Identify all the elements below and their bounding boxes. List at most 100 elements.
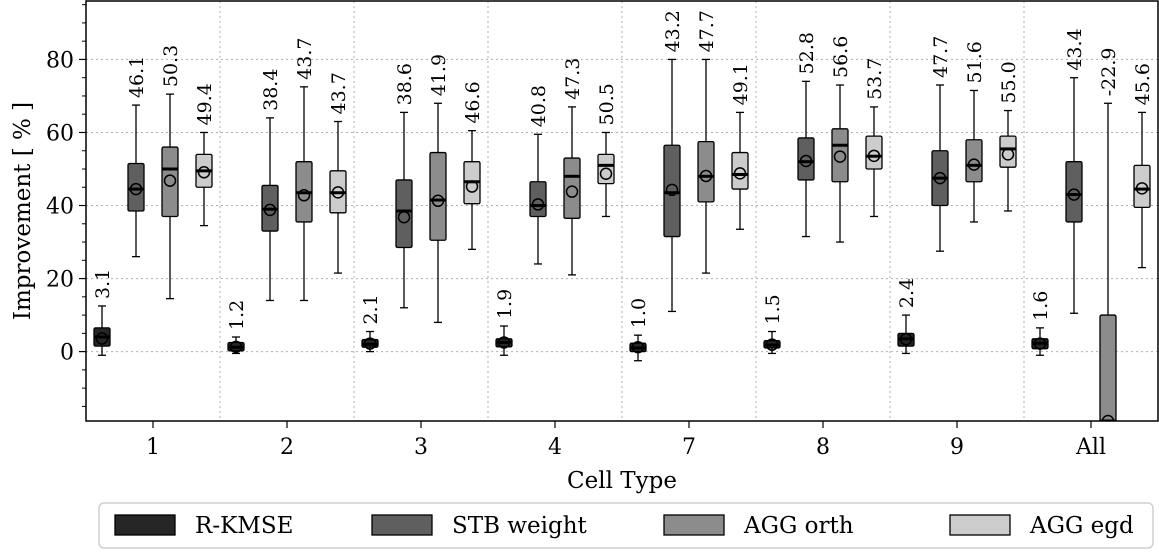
mean-marker xyxy=(163,174,177,187)
box-agg-orth xyxy=(429,102,447,324)
data-label: 43.7 xyxy=(328,72,350,114)
box-body xyxy=(731,151,749,190)
y-tick-label: 80 xyxy=(46,48,74,73)
box-stb-weight xyxy=(663,58,681,313)
box-r-kmse xyxy=(629,334,647,362)
axis-ticks: 0 20 40 60 80 1 2 3 4 7 8 9 All xyxy=(46,4,1106,460)
y-tick-label: 60 xyxy=(46,121,74,146)
box-body xyxy=(865,135,883,170)
data-label: -22.9 xyxy=(1098,48,1120,97)
data-label: 46.6 xyxy=(462,81,484,123)
box-agg-orth xyxy=(295,86,313,302)
data-label: 56.6 xyxy=(830,36,852,78)
box-body xyxy=(965,139,983,183)
mean-marker xyxy=(833,150,847,163)
data-labels: 3.1 1.2 2.1 1.9 1.0 1.5 2.4 1.6 46.1 38.4 38.6 40.8… xyxy=(92,10,1154,330)
x-tick-label: 2 xyxy=(280,435,294,460)
box-body xyxy=(597,153,615,185)
y-tick-label: 0 xyxy=(60,341,74,366)
mean-marker xyxy=(531,198,545,211)
y-tick-label: 40 xyxy=(46,195,74,220)
mean-marker xyxy=(263,203,277,217)
mean-marker xyxy=(497,336,511,349)
box-body xyxy=(831,128,849,183)
box-stb-weight xyxy=(1065,77,1083,314)
box-stb-weight xyxy=(797,80,815,238)
legend-swatch xyxy=(949,514,1011,536)
box-agg-egd xyxy=(865,106,883,218)
box-agg-egd xyxy=(195,131,213,227)
box-r-kmse xyxy=(495,325,513,356)
legend-swatch xyxy=(114,514,176,536)
mean-marker xyxy=(363,337,377,350)
mean-marker xyxy=(229,340,243,354)
legend: R-KMSE STB weight AGG orth AGG egd xyxy=(98,502,1154,549)
mean-marker xyxy=(1001,148,1015,161)
mean-marker xyxy=(565,185,579,198)
mean-marker xyxy=(933,171,947,185)
box-body xyxy=(663,144,681,238)
box-r-kmse xyxy=(93,305,111,356)
data-label: 47.3 xyxy=(562,58,584,100)
data-label: 2.4 xyxy=(896,278,918,308)
data-label: 52.8 xyxy=(796,32,818,74)
box-stb-weight xyxy=(127,104,145,258)
plot-area-frame xyxy=(85,0,1159,422)
box-stb-weight xyxy=(261,117,279,302)
legend-label: STB weight xyxy=(452,513,588,539)
box-r-kmse xyxy=(763,330,781,355)
box-agg-egd xyxy=(463,130,481,250)
box-agg-orth xyxy=(965,89,983,223)
data-label: 43.2 xyxy=(662,10,684,52)
box-body xyxy=(127,162,145,212)
box-agg-egd xyxy=(597,131,615,218)
data-label: 1.6 xyxy=(1030,291,1052,321)
box-stb-weight xyxy=(931,84,949,252)
box-series xyxy=(93,58,1151,421)
data-label: 1.2 xyxy=(226,300,248,330)
x-tick-label: 9 xyxy=(950,435,964,460)
mean-marker xyxy=(1033,337,1047,350)
data-label: 2.1 xyxy=(360,294,382,324)
x-tick-label: All xyxy=(1075,435,1106,460)
x-tick-label: 4 xyxy=(548,435,562,460)
data-label: 1.9 xyxy=(494,289,516,319)
box-agg-orth xyxy=(161,93,179,300)
data-label: 38.4 xyxy=(260,69,282,111)
data-label: 47.7 xyxy=(696,10,718,52)
box-r-kmse xyxy=(1031,327,1049,356)
y-axis-label: Improvement [ % ] xyxy=(10,102,36,320)
mean-marker xyxy=(1135,182,1149,195)
data-label: 41.9 xyxy=(428,54,450,96)
box-r-kmse xyxy=(227,336,245,355)
box-r-kmse xyxy=(897,314,915,355)
mean-marker xyxy=(899,332,913,346)
legend-frame xyxy=(98,502,1154,549)
box-agg-orth xyxy=(1099,102,1117,421)
mean-marker xyxy=(397,210,411,224)
mean-marker xyxy=(1067,188,1081,201)
box-body xyxy=(999,135,1017,168)
mean-marker xyxy=(331,186,345,199)
mean-marker xyxy=(765,338,779,351)
legend-swatch xyxy=(663,514,725,536)
box-body xyxy=(429,151,447,241)
data-label: 40.8 xyxy=(528,85,550,127)
x-tick-label: 3 xyxy=(414,435,428,460)
data-label: 3.1 xyxy=(92,269,114,299)
box-body xyxy=(1133,164,1151,208)
x-tick-label: 7 xyxy=(682,435,696,460)
box-stb-weight xyxy=(529,133,547,265)
mean-marker xyxy=(129,182,143,196)
mean-marker xyxy=(867,149,881,163)
mean-marker xyxy=(699,169,713,183)
data-label: 45.6 xyxy=(1132,63,1154,105)
mean-marker xyxy=(599,167,613,180)
box-body xyxy=(797,137,815,181)
box-agg-orth xyxy=(563,106,581,276)
data-label: 53.7 xyxy=(864,58,886,100)
data-label: 49.1 xyxy=(730,63,752,105)
data-label: 47.7 xyxy=(930,36,952,78)
legend-label: AGG egd xyxy=(1029,513,1134,539)
